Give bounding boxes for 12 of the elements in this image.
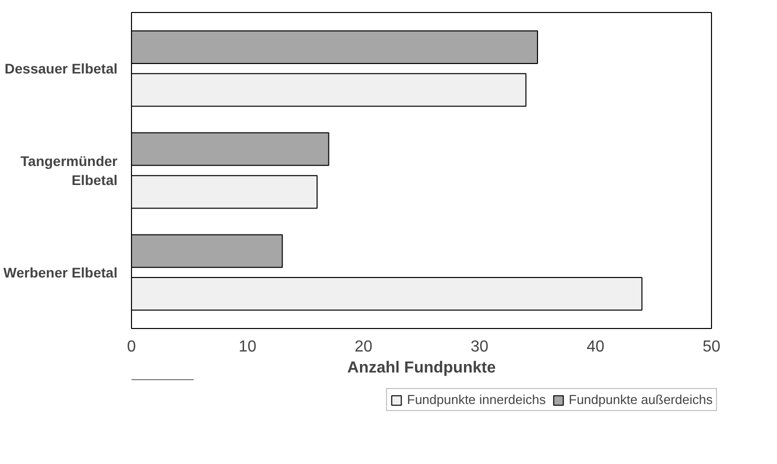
x-tick-label: 40	[586, 338, 604, 356]
x-tick-label: 0	[127, 338, 136, 356]
legend-label: Fundpunkte außerdeichs	[568, 392, 713, 407]
x-tick-label: 20	[354, 338, 372, 356]
x-tick-label: 50	[702, 338, 720, 356]
y-tick-label: Werbener Elbetal	[3, 264, 118, 280]
legend-label: Fundpunkte innerdeichs	[407, 392, 546, 407]
x-tick-label: 30	[470, 338, 488, 356]
y-tick-label: Dessauer Elbetal	[4, 60, 118, 77]
x-tick-label: 10	[238, 338, 256, 356]
x-axis-title: Anzahl Fundpunkte	[347, 360, 496, 376]
y-tick-label: Tangermünder Elbetal	[20, 152, 118, 188]
